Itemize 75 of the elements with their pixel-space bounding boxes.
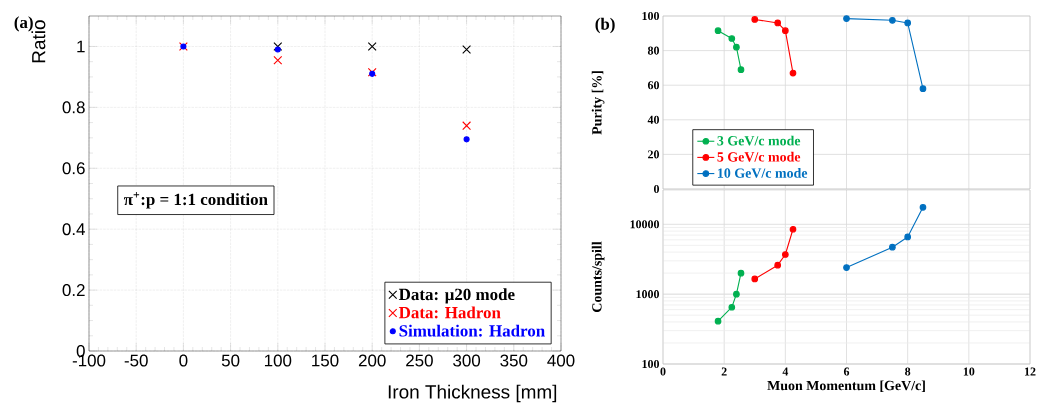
y-tick-label: 20 xyxy=(648,150,660,159)
point xyxy=(728,35,736,42)
x-tick-label: 0 xyxy=(179,354,188,367)
point xyxy=(737,66,745,73)
annotation: π$^{+}$:p = 1:1 condition xyxy=(123,191,268,209)
y-tick-label: 1 xyxy=(77,40,85,53)
point xyxy=(919,204,927,211)
point xyxy=(919,85,927,93)
x-tick-label: 2 xyxy=(721,367,727,376)
point xyxy=(904,19,912,27)
point xyxy=(843,15,850,22)
legend-label: 10 GeV/c mode xyxy=(717,167,808,178)
x-tick-label: 250 xyxy=(406,354,433,367)
y-tick-label: 40 xyxy=(647,115,660,124)
point xyxy=(781,251,789,258)
x-tick-label: 10 xyxy=(963,367,975,376)
point xyxy=(274,46,281,53)
point xyxy=(751,275,759,283)
y-axis-title: Counts/spill xyxy=(591,241,605,312)
point xyxy=(273,42,283,51)
point xyxy=(774,261,782,269)
x-axis-title: Muon Momentum [GeV/c] xyxy=(767,380,925,392)
legend-label: Simulation: Hadron xyxy=(399,324,545,337)
y-tick-label: 0.2 xyxy=(62,284,85,297)
y-tick-label: 1000 xyxy=(636,290,660,299)
y-tick-label: 0.4 xyxy=(62,223,85,236)
y-tick-label: 0.8 xyxy=(62,101,85,114)
point xyxy=(728,303,736,311)
point xyxy=(781,27,789,35)
x-tick-label: 150 xyxy=(312,354,339,367)
y-tick-label: 100 xyxy=(642,11,660,21)
y-tick-label: 0.6 xyxy=(62,162,85,175)
x-tick-label: -50 xyxy=(124,354,148,367)
x-tick-label: 350 xyxy=(500,354,528,367)
point xyxy=(774,19,782,27)
y-tick-label: 10000 xyxy=(630,220,660,229)
chart-title: (a) xyxy=(14,16,33,32)
y-tick-label: 60 xyxy=(647,81,660,90)
x-axis-title: Iron Thickness [mm] xyxy=(388,384,557,403)
point xyxy=(737,269,745,277)
point xyxy=(733,290,740,298)
point xyxy=(889,243,896,251)
legend-label: Data: Hadron xyxy=(398,306,501,319)
chart-title: (b) xyxy=(595,17,615,34)
point xyxy=(889,16,896,24)
point xyxy=(789,69,797,77)
point xyxy=(463,136,470,143)
point xyxy=(904,233,912,241)
y-axis-title: Purity [%] xyxy=(591,71,605,135)
point xyxy=(789,225,797,233)
legend-label: 3 GeV/c mode xyxy=(717,135,801,146)
x-tick-label: 400 xyxy=(547,354,575,367)
point xyxy=(714,27,722,35)
x-tick-label: 200 xyxy=(358,354,386,367)
x-tick-label: 6 xyxy=(843,367,850,376)
point xyxy=(733,43,740,51)
y-axis-title: Ratio xyxy=(31,20,46,63)
legend-label: Data: μ20 mode xyxy=(398,288,515,304)
point xyxy=(273,55,283,65)
x-tick-label: 12 xyxy=(1024,367,1036,376)
x-tick-label: 8 xyxy=(905,367,911,376)
point xyxy=(751,16,759,23)
point xyxy=(367,42,377,51)
x-tick-label: 0 xyxy=(660,367,666,376)
point xyxy=(714,317,722,325)
point xyxy=(462,45,472,54)
legend-label: 5 GeV/c mode xyxy=(717,151,801,162)
y-tick-label: 0 xyxy=(653,184,660,194)
point xyxy=(843,264,850,271)
x-tick-label: 50 xyxy=(221,354,240,367)
point xyxy=(462,121,472,131)
y-tick-label: 80 xyxy=(647,46,660,55)
x-tick-label: 4 xyxy=(782,367,789,376)
x-tick-label: 300 xyxy=(453,354,481,367)
x-tick-label: 100 xyxy=(264,354,292,367)
